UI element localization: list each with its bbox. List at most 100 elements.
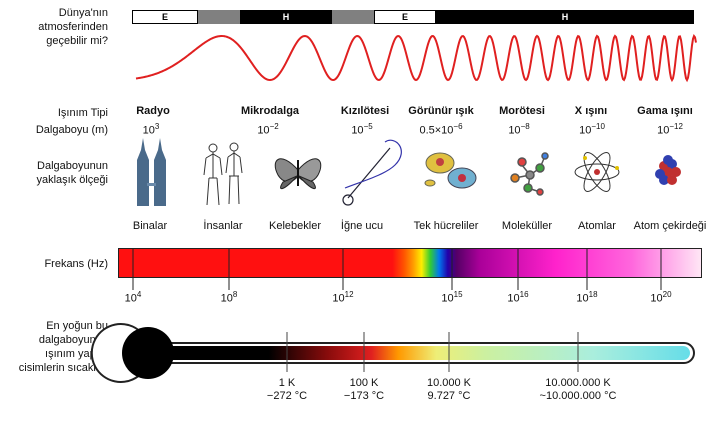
tick-exp: 20 bbox=[662, 290, 672, 299]
atmosphere-segment: H bbox=[240, 10, 332, 24]
humans-icon bbox=[203, 142, 243, 206]
wavelength-base: 10 bbox=[579, 124, 592, 137]
band-name: Morötesi bbox=[499, 105, 545, 117]
temperature-value: 1 K −272 °C bbox=[267, 377, 307, 403]
band-wavelength: 10−2 bbox=[257, 122, 278, 137]
scale-icons bbox=[137, 138, 681, 206]
needle-icon bbox=[342, 139, 402, 206]
atmosphere-label: Dünya'nın atmosferinden geçebilir mi? bbox=[38, 6, 108, 48]
band-wavelength: 0.5×10−6 bbox=[419, 122, 462, 137]
butterfly-icon bbox=[274, 158, 322, 190]
band-wavelength: 10−12 bbox=[657, 122, 683, 137]
atmosphere-label-line: Dünya'nın bbox=[58, 7, 108, 19]
band-wavelength: 10−5 bbox=[351, 122, 372, 137]
tick-base: 10 bbox=[332, 292, 345, 305]
wavelength-base: 0.5×10 bbox=[419, 124, 454, 137]
temperature-celsius: 9.727 °C bbox=[427, 390, 471, 402]
band-name: Radyo bbox=[136, 105, 170, 117]
temperature-kelvin: 100 K bbox=[349, 377, 379, 389]
single-cells-icon bbox=[424, 152, 477, 189]
scale-label: Dalgaboyunun yaklaşık ölçeği bbox=[36, 159, 108, 187]
atmosphere-segment-label: H bbox=[561, 12, 569, 22]
atmosphere-segment bbox=[332, 10, 374, 24]
wave-graphic bbox=[135, 34, 697, 83]
frequency-tick: 1018 bbox=[576, 290, 597, 305]
scale-label-line: yaklaşık ölçeği bbox=[36, 174, 108, 186]
scale-item-label: İnsanlar bbox=[203, 220, 243, 232]
tick-base: 10 bbox=[650, 292, 663, 305]
frequency-tick: 1016 bbox=[507, 290, 528, 305]
frequency-tick: 1020 bbox=[650, 290, 671, 305]
frequency-tick: 104 bbox=[125, 290, 142, 305]
temperature-label-line: dalgaboyunda bbox=[38, 334, 108, 346]
atmosphere-segment-label: E bbox=[401, 12, 408, 22]
tick-base: 10 bbox=[124, 292, 137, 305]
temperature-label-line: cisimlerin sıcaklığı bbox=[18, 362, 108, 374]
tick-exp: 4 bbox=[136, 290, 142, 299]
buildings-icon bbox=[137, 138, 166, 206]
scale-item-label: Kelebekler bbox=[269, 220, 321, 232]
wavelength-base: 10 bbox=[351, 124, 364, 137]
temperature-celsius: −173 °C bbox=[343, 390, 385, 402]
wavelength-exp: −6 bbox=[453, 122, 463, 131]
tick-base: 10 bbox=[576, 292, 589, 305]
band-name: X ışını bbox=[574, 105, 608, 117]
temperature-value: 10.000 K 9.727 °C bbox=[427, 377, 471, 403]
atmosphere-segment: H bbox=[436, 10, 694, 24]
wavelength-label: Dalgaboyu (m) bbox=[35, 124, 108, 136]
scale-item-label: Atom çekirdeği bbox=[633, 220, 707, 232]
band-wavelength: 10−8 bbox=[508, 122, 529, 137]
tick-exp: 15 bbox=[453, 290, 463, 299]
tick-exp: 8 bbox=[232, 290, 238, 299]
atom-icon bbox=[574, 152, 620, 192]
atmosphere-segment: E bbox=[132, 10, 198, 24]
atmosphere-label-line: geçebilir mi? bbox=[46, 35, 108, 47]
scale-label-line: Dalgaboyunun bbox=[37, 160, 108, 172]
nucleus-icon bbox=[655, 155, 681, 185]
frequency-label: Frekans (Hz) bbox=[44, 258, 108, 270]
tick-base: 10 bbox=[507, 292, 520, 305]
scale-item-label: Binalar bbox=[132, 220, 168, 232]
frequency-tick: 1012 bbox=[332, 290, 353, 305]
wavelength-exp: −2 bbox=[269, 122, 279, 131]
wavelength-base: 10 bbox=[257, 124, 270, 137]
band-name: Mikrodalga bbox=[240, 105, 300, 117]
frequency-bar bbox=[118, 248, 702, 278]
thermometer-fill bbox=[150, 346, 690, 360]
temperature-value: 100 K −173 °C bbox=[344, 377, 384, 403]
tick-exp: 16 bbox=[519, 290, 529, 299]
wavelength-exp: 3 bbox=[154, 122, 160, 131]
tick-base: 10 bbox=[220, 292, 233, 305]
temperature-celsius: ~10.000.000 °C bbox=[539, 390, 617, 402]
temperature-value: 10.000.000 K ~10.000.000 °C bbox=[540, 377, 617, 403]
band-name: Gama ışını bbox=[637, 105, 693, 117]
temperature-celsius: −272 °C bbox=[266, 390, 308, 402]
wavelength-exp: −5 bbox=[363, 122, 373, 131]
tick-exp: 18 bbox=[588, 290, 598, 299]
band-name: Kızılötesi bbox=[340, 105, 390, 117]
temperature-label-line: En yoğun bu bbox=[46, 320, 108, 332]
wavelength-exp: −12 bbox=[669, 122, 683, 131]
tick-base: 10 bbox=[441, 292, 454, 305]
wavelength-base: 10 bbox=[142, 124, 155, 137]
thermometer-bulb bbox=[122, 327, 174, 379]
scale-item-label: Tek hücreliler bbox=[413, 220, 479, 232]
atmosphere-segment: E bbox=[374, 10, 436, 24]
radiation-type-label: Işınım Tipi bbox=[57, 107, 108, 119]
wavelength-exp: −10 bbox=[591, 122, 605, 131]
atmosphere-label-line: atmosferinden bbox=[38, 21, 108, 33]
wavelength-exp: −8 bbox=[520, 122, 530, 131]
wave-line bbox=[135, 34, 697, 83]
frequency-tick: 108 bbox=[221, 290, 238, 305]
tick-exp: 12 bbox=[344, 290, 354, 299]
scale-item-label: Atomlar bbox=[578, 220, 616, 232]
band-name: Görünür ışık bbox=[408, 105, 474, 117]
temperature-kelvin: 10.000.000 K bbox=[545, 377, 611, 389]
molecules-icon bbox=[510, 152, 549, 196]
atmosphere-bar: E H E H bbox=[0, 0, 720, 30]
frequency-tick: 1015 bbox=[441, 290, 462, 305]
temperature-kelvin: 10.000 K bbox=[426, 377, 472, 389]
frequency-ticks bbox=[132, 248, 662, 290]
atmosphere-segment-label: E bbox=[161, 12, 168, 22]
